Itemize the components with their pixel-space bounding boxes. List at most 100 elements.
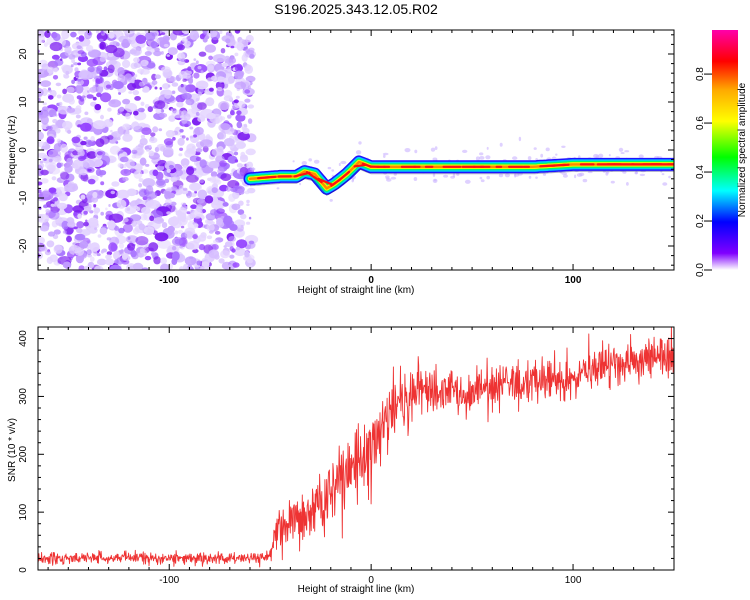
colorbar-tick-label: 0.0	[695, 263, 706, 277]
noise-blob	[60, 58, 63, 61]
noise-blob	[38, 236, 45, 245]
noise-blob	[135, 34, 147, 45]
noise-blob	[234, 52, 239, 57]
noise-blob	[151, 32, 158, 37]
y-tick-label: 400	[18, 330, 29, 347]
noise-blob	[248, 216, 252, 220]
noise-blob	[185, 148, 195, 155]
noise-blob	[71, 79, 75, 85]
ridge-halo	[498, 173, 504, 178]
noise-blob	[223, 58, 227, 62]
ridge-halo	[413, 177, 418, 181]
noise-region	[38, 30, 259, 270]
noise-blob	[225, 186, 231, 192]
noise-blob	[193, 223, 199, 228]
ridge-halo	[668, 175, 671, 179]
noise-blob	[238, 200, 244, 206]
noise-blob	[116, 199, 127, 209]
noise-blob	[47, 231, 56, 237]
noise-blob	[132, 90, 140, 96]
noise-blob	[108, 204, 111, 207]
ridge-halo	[504, 173, 510, 178]
noise-blob	[47, 66, 54, 74]
ridge-halo	[355, 150, 362, 155]
x-tick-label: 0	[368, 575, 374, 586]
ridge-halo	[358, 141, 362, 145]
ridge-halo	[327, 166, 332, 170]
noise-blob	[138, 178, 144, 183]
noise-blob	[216, 82, 220, 86]
noise-blob	[140, 101, 145, 107]
y-tick-label: 100	[18, 503, 29, 520]
colorbar-label: Normalized spectral amplitude	[737, 82, 748, 217]
noise-blob	[179, 266, 185, 270]
noise-blob	[186, 166, 195, 176]
noise-blob	[100, 181, 105, 186]
noise-blob	[208, 230, 214, 234]
noise-blob	[122, 123, 131, 131]
noise-blob	[46, 126, 52, 130]
noise-blob	[230, 45, 235, 49]
noise-blob	[67, 221, 76, 228]
noise-blob	[86, 167, 95, 173]
noise-blob	[149, 215, 155, 222]
noise-blob	[131, 154, 137, 159]
colorbar-tick-label: 0.6	[695, 116, 706, 130]
noise-blob	[246, 221, 251, 225]
noise-blob	[130, 46, 142, 57]
noise-blob	[167, 47, 178, 56]
y-tick-label: -10	[18, 190, 29, 205]
noise-blob	[101, 248, 108, 253]
noise-blob	[212, 54, 226, 63]
ridge-halo	[514, 173, 517, 178]
noise-blob	[180, 225, 185, 229]
ridge-halo	[382, 152, 389, 156]
noise-blob	[175, 189, 181, 194]
noise-blob	[129, 265, 134, 270]
noise-blob	[114, 250, 120, 257]
noise-blob	[100, 211, 104, 216]
noise-blob	[120, 249, 124, 252]
noise-blob	[223, 138, 235, 147]
ridge-halo	[622, 170, 627, 174]
noise-blob	[73, 62, 78, 66]
noise-blob	[205, 219, 211, 225]
noise-blob	[165, 198, 172, 206]
noise-blob	[165, 130, 175, 138]
noise-blob	[154, 232, 169, 242]
noise-blob	[184, 164, 187, 169]
noise-blob	[234, 81, 247, 90]
noise-blob	[209, 175, 220, 184]
noise-blob	[160, 263, 170, 270]
noise-blob	[147, 106, 153, 113]
noise-blob	[135, 147, 145, 156]
noise-blob	[220, 250, 230, 259]
noise-blob	[159, 39, 170, 49]
ridge-halo	[432, 173, 436, 177]
noise-blob	[90, 136, 95, 142]
noise-blob	[179, 147, 184, 151]
noise-blob	[177, 229, 184, 234]
noise-blob	[80, 140, 87, 146]
noise-blob	[94, 210, 99, 216]
ridge-halo	[414, 149, 418, 154]
noise-blob	[163, 138, 174, 146]
noise-blob	[112, 81, 124, 90]
noise-blob	[72, 205, 85, 213]
y-tick-label: 0	[18, 567, 29, 573]
noise-blob	[237, 209, 245, 216]
noise-blob	[131, 79, 135, 84]
noise-blob	[209, 113, 223, 124]
noise-blob	[85, 219, 88, 223]
noise-blob	[70, 31, 77, 38]
noise-blob	[53, 244, 63, 254]
noise-blob	[109, 262, 114, 266]
noise-blob	[216, 86, 223, 92]
snr-y-label: SNR (10 * v/v)	[7, 418, 18, 482]
noise-blob	[74, 247, 85, 256]
noise-blob	[38, 130, 44, 141]
ridge-halo	[340, 160, 347, 165]
noise-blob	[82, 229, 92, 236]
noise-blob	[48, 95, 54, 100]
noise-blob	[187, 195, 191, 199]
